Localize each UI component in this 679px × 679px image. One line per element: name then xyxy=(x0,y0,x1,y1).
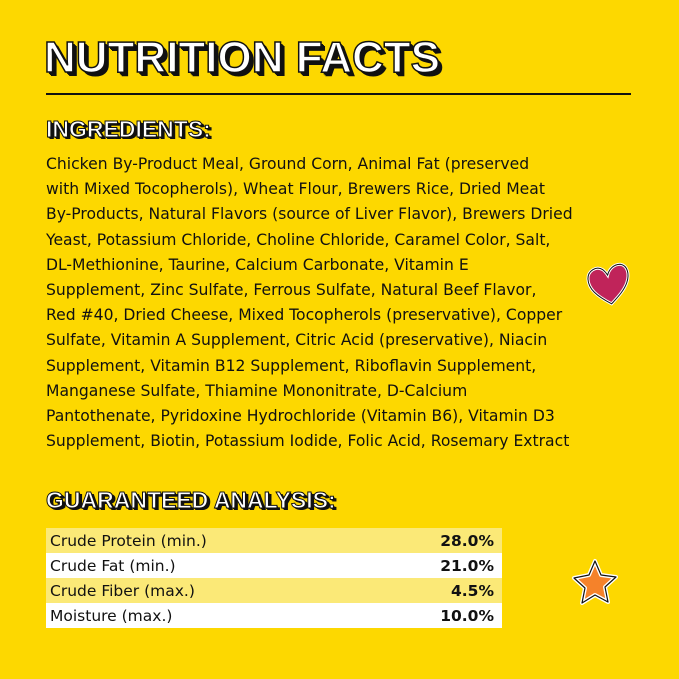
ingredient-line: Red #40, Dried Cheese, Mixed Tocopherols… xyxy=(46,306,563,325)
nutrient-value: 28.0% xyxy=(440,531,494,550)
table-row: Crude Fiber (max.) 4.5% xyxy=(46,578,502,603)
page-title: NUTRITION FACTS xyxy=(43,32,440,83)
ingredient-line: DL-Methionine, Taurine, Calcium Carbonat… xyxy=(46,255,469,274)
nutrient-label: Crude Fiber (max.) xyxy=(50,581,195,600)
ingredient-line: Supplement, Zinc Sulfate, Ferrous Sulfat… xyxy=(46,281,537,300)
ingredient-line: By-Products, Natural Flavors (source of … xyxy=(46,205,573,224)
nutrient-label: Crude Protein (min.) xyxy=(50,531,207,550)
ingredient-line: Supplement, Biotin, Potassium Iodide, Fo… xyxy=(46,432,570,451)
table-row: Crude Protein (min.) 28.0% xyxy=(46,528,502,553)
star-icon xyxy=(572,559,618,605)
ingredient-line: Manganese Sulfate, Thiamine Mononitrate,… xyxy=(46,381,468,400)
heart-icon xyxy=(586,262,630,306)
nutrient-label: Moisture (max.) xyxy=(50,606,173,625)
table-row: Moisture (max.) 10.0% xyxy=(46,603,502,628)
ingredient-line: with Mixed Tocopherols), Wheat Flour, Br… xyxy=(46,180,545,199)
ingredients-heading: INGREDIENTS: xyxy=(46,116,212,143)
analysis-table: Crude Protein (min.) 28.0% Crude Fat (min… xyxy=(46,528,502,628)
nutrient-value: 10.0% xyxy=(440,606,494,625)
ingredient-line: Supplement, Vitamin B12 Supplement, Ribo… xyxy=(46,356,537,375)
nutrient-value: 21.0% xyxy=(440,556,494,575)
ingredient-line: Sulfate, Vitamin A Supplement, Citric Ac… xyxy=(46,331,548,350)
ingredient-line: Pantothenate, Pyridoxine Hydrochloride (… xyxy=(46,407,555,426)
analysis-heading: GUARANTEED ANALYSIS: xyxy=(46,487,337,514)
ingredients-list: Chicken By-Product Meal, Ground Corn, An… xyxy=(46,152,573,454)
nutrient-label: Crude Fat (min.) xyxy=(50,556,176,575)
table-row: Crude Fat (min.) 21.0% xyxy=(46,553,502,578)
divider xyxy=(46,93,631,95)
ingredient-line: Yeast, Potassium Chloride, Choline Chlor… xyxy=(46,230,551,249)
nutrient-value: 4.5% xyxy=(451,581,494,600)
ingredient-line: Chicken By-Product Meal, Ground Corn, An… xyxy=(46,155,530,173)
